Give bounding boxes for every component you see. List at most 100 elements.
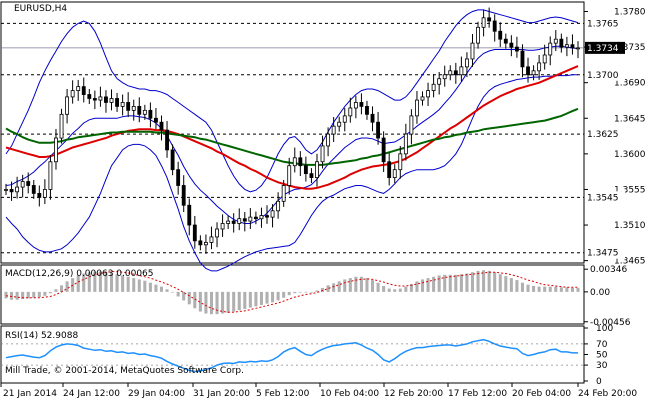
macd-histogram-bar xyxy=(159,286,164,292)
macd-histogram-bar xyxy=(15,291,19,300)
copyright-label: Mill Trade, © 2001-2014, MetaQuotes Soft… xyxy=(5,366,244,376)
rsi-legend: RSI(14) 52.9088 xyxy=(5,331,79,341)
macd-histogram-bar xyxy=(420,279,425,292)
macd-histogram-bar xyxy=(259,291,263,305)
candle-body xyxy=(20,181,25,188)
candle-body xyxy=(242,218,247,222)
candle-body xyxy=(465,58,469,68)
rsi-axis-tick-label: 0 xyxy=(596,377,602,387)
candle-body xyxy=(265,215,269,218)
candle-body xyxy=(337,121,342,127)
macd-histogram-bar xyxy=(470,272,475,292)
price-axis-tick-label: 1.3780 xyxy=(614,7,646,17)
candle-body xyxy=(148,109,153,119)
candle-body xyxy=(576,47,580,50)
macd-histogram-bar xyxy=(198,291,202,312)
level-label-bg xyxy=(585,17,625,30)
macd-histogram-bar xyxy=(32,291,36,298)
time-axis-label: 12 Feb 20:00 xyxy=(384,389,443,399)
macd-histogram-bar xyxy=(565,287,569,292)
candle-body xyxy=(159,121,164,131)
candle-body xyxy=(137,106,142,115)
macd-histogram-bar xyxy=(37,291,41,298)
macd-histogram-bar xyxy=(570,287,574,292)
candle-body xyxy=(520,50,525,68)
candle-body xyxy=(448,70,453,76)
candle-body xyxy=(376,121,381,139)
time-axis-label: 5 Feb 12:00 xyxy=(256,389,310,399)
macd-histogram-bar xyxy=(548,286,552,292)
macd-histogram-bar xyxy=(248,291,252,308)
macd-histogram-bar xyxy=(43,291,47,296)
macd-histogram-bar xyxy=(148,282,152,292)
macd-histogram-bar xyxy=(10,291,14,300)
candle-body xyxy=(426,90,430,98)
series-ma-fast xyxy=(5,65,579,190)
macd-histogram-bar xyxy=(415,281,419,292)
rsi-axis-tick-label: 30 xyxy=(596,361,608,371)
candle-body xyxy=(392,169,397,178)
candle-body xyxy=(509,42,514,48)
candle-body xyxy=(542,54,547,64)
candle-body xyxy=(226,220,231,224)
macd-histogram-bar xyxy=(448,274,452,292)
level-label-bg xyxy=(585,68,625,81)
candle-body xyxy=(514,46,519,52)
macd-histogram-bar xyxy=(165,289,169,292)
price-axis-tick-label: 1.3555 xyxy=(614,185,646,195)
candle-body xyxy=(403,133,408,155)
price-axis-tick-label: 1.3735 xyxy=(614,43,646,53)
macd-histogram-bar xyxy=(215,291,219,315)
macd-histogram-bar xyxy=(254,291,258,307)
candle-body xyxy=(87,94,92,99)
candle-body xyxy=(381,137,386,163)
macd-histogram-bar xyxy=(82,273,86,292)
macd-histogram-bar xyxy=(132,278,136,292)
macd-histogram-bar xyxy=(243,291,247,309)
macd-histogram-bar xyxy=(204,291,208,314)
candle-body xyxy=(409,115,414,135)
macd-histogram-bar xyxy=(432,276,436,292)
candle-body xyxy=(492,20,497,32)
macd-histogram-bar xyxy=(376,282,380,292)
candle-body xyxy=(476,26,480,44)
candle-body xyxy=(237,218,242,224)
macd-histogram-bar xyxy=(226,291,230,313)
candle-body xyxy=(298,157,303,167)
macd-histogram-bar xyxy=(487,270,491,292)
candle-body xyxy=(348,107,353,117)
candle-body xyxy=(170,149,175,171)
macd-histogram-bar xyxy=(559,287,563,292)
macd-histogram-bar xyxy=(348,278,352,292)
macd-histogram-bar xyxy=(459,274,463,292)
rsi-line xyxy=(5,338,578,373)
macd-histogram-bar xyxy=(337,281,341,292)
level-label-1.3765: 1.3765 xyxy=(587,19,619,29)
macd-histogram-bar xyxy=(465,273,469,292)
time-axis-label: 31 Jan 20:00 xyxy=(193,389,250,399)
candle-body xyxy=(165,129,169,151)
macd-histogram-bar xyxy=(182,291,186,301)
macd-histogram-bar xyxy=(109,272,114,292)
candle-body xyxy=(253,216,258,220)
candle-body xyxy=(287,165,292,186)
time-axis-label: 24 Jan 12:00 xyxy=(63,389,120,399)
macd-histogram-bar xyxy=(493,272,497,292)
candle-body xyxy=(54,137,58,163)
candle-body xyxy=(115,98,119,107)
price-axis-tick-label: 1.3645 xyxy=(614,114,646,124)
macd-histogram-bar xyxy=(48,291,52,294)
level-label-bg xyxy=(585,246,625,259)
candle-body xyxy=(526,66,530,76)
level-label-1.3625: 1.3625 xyxy=(587,130,619,140)
candle-body xyxy=(42,189,47,198)
candle-body xyxy=(4,189,8,191)
time-axis-label: 17 Feb 12:00 xyxy=(448,389,507,399)
candle-body xyxy=(104,96,108,103)
macd-histogram-bar xyxy=(343,279,347,292)
macd-histogram-bar xyxy=(276,291,280,301)
level-label-1.3475: 1.3475 xyxy=(587,249,619,259)
candle-body xyxy=(131,106,136,111)
candle-body xyxy=(342,115,347,123)
candle-body xyxy=(270,210,275,218)
